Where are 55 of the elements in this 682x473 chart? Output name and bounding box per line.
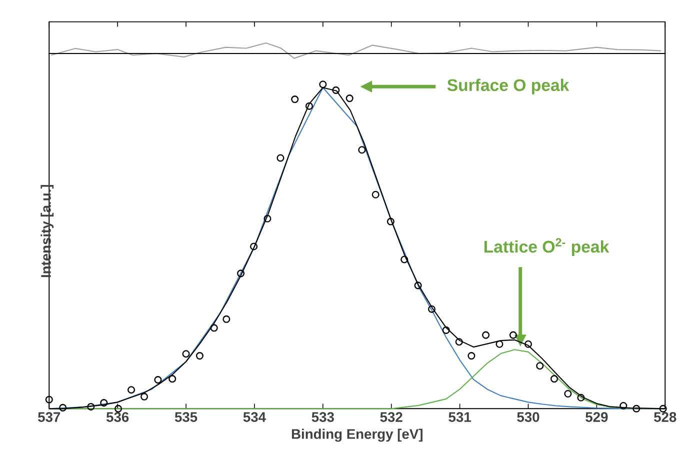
point — [154, 376, 162, 384]
x-tick-label: 533 — [312, 412, 334, 422]
point — [168, 374, 176, 383]
point — [386, 218, 394, 226]
point — [196, 352, 204, 360]
point — [632, 404, 640, 412]
point — [210, 324, 218, 332]
point — [182, 350, 190, 358]
x-tick-label: 537 — [38, 412, 60, 422]
point — [468, 352, 476, 360]
annotation: Lattice O$^{2-}$ peak — [484, 238, 610, 256]
point — [482, 331, 490, 339]
point — [128, 386, 136, 394]
point — [564, 390, 572, 398]
point — [237, 270, 245, 278]
point — [509, 331, 517, 339]
point — [346, 94, 354, 102]
x-tick-label: 528 — [654, 412, 676, 422]
point — [372, 190, 380, 198]
point — [536, 362, 544, 370]
point — [87, 402, 95, 410]
x-tick-label: 531 — [448, 412, 471, 422]
point — [100, 398, 108, 407]
x-axis-title: Binding Energy [eV] — [292, 428, 422, 442]
point — [332, 86, 340, 94]
x-tick-label: 530 — [517, 412, 540, 422]
point — [222, 315, 230, 323]
point — [291, 95, 299, 103]
point — [620, 402, 628, 410]
point — [455, 338, 463, 346]
point — [414, 282, 422, 290]
point — [319, 80, 327, 88]
point — [114, 404, 122, 412]
x-tick-label: 532 — [380, 412, 402, 422]
point — [305, 102, 313, 110]
x-tick-label: 534 — [243, 412, 266, 422]
point — [264, 214, 272, 222]
point — [276, 154, 284, 162]
point — [428, 305, 436, 313]
x-tick-label: 536 — [106, 412, 129, 422]
annotation: Surface O peak — [447, 78, 570, 94]
point — [45, 396, 53, 404]
x-tick-label: 529 — [586, 412, 608, 422]
point — [400, 256, 408, 264]
point — [524, 340, 532, 348]
point — [550, 374, 558, 383]
point — [59, 404, 67, 412]
x-tick-label: 535 — [174, 412, 198, 422]
point — [442, 326, 450, 334]
point — [358, 146, 366, 154]
point — [140, 392, 148, 400]
point — [496, 340, 504, 348]
point — [577, 394, 585, 402]
point — [250, 242, 258, 250]
y-axis-title: Intensity [a.u.] — [40, 184, 54, 278]
